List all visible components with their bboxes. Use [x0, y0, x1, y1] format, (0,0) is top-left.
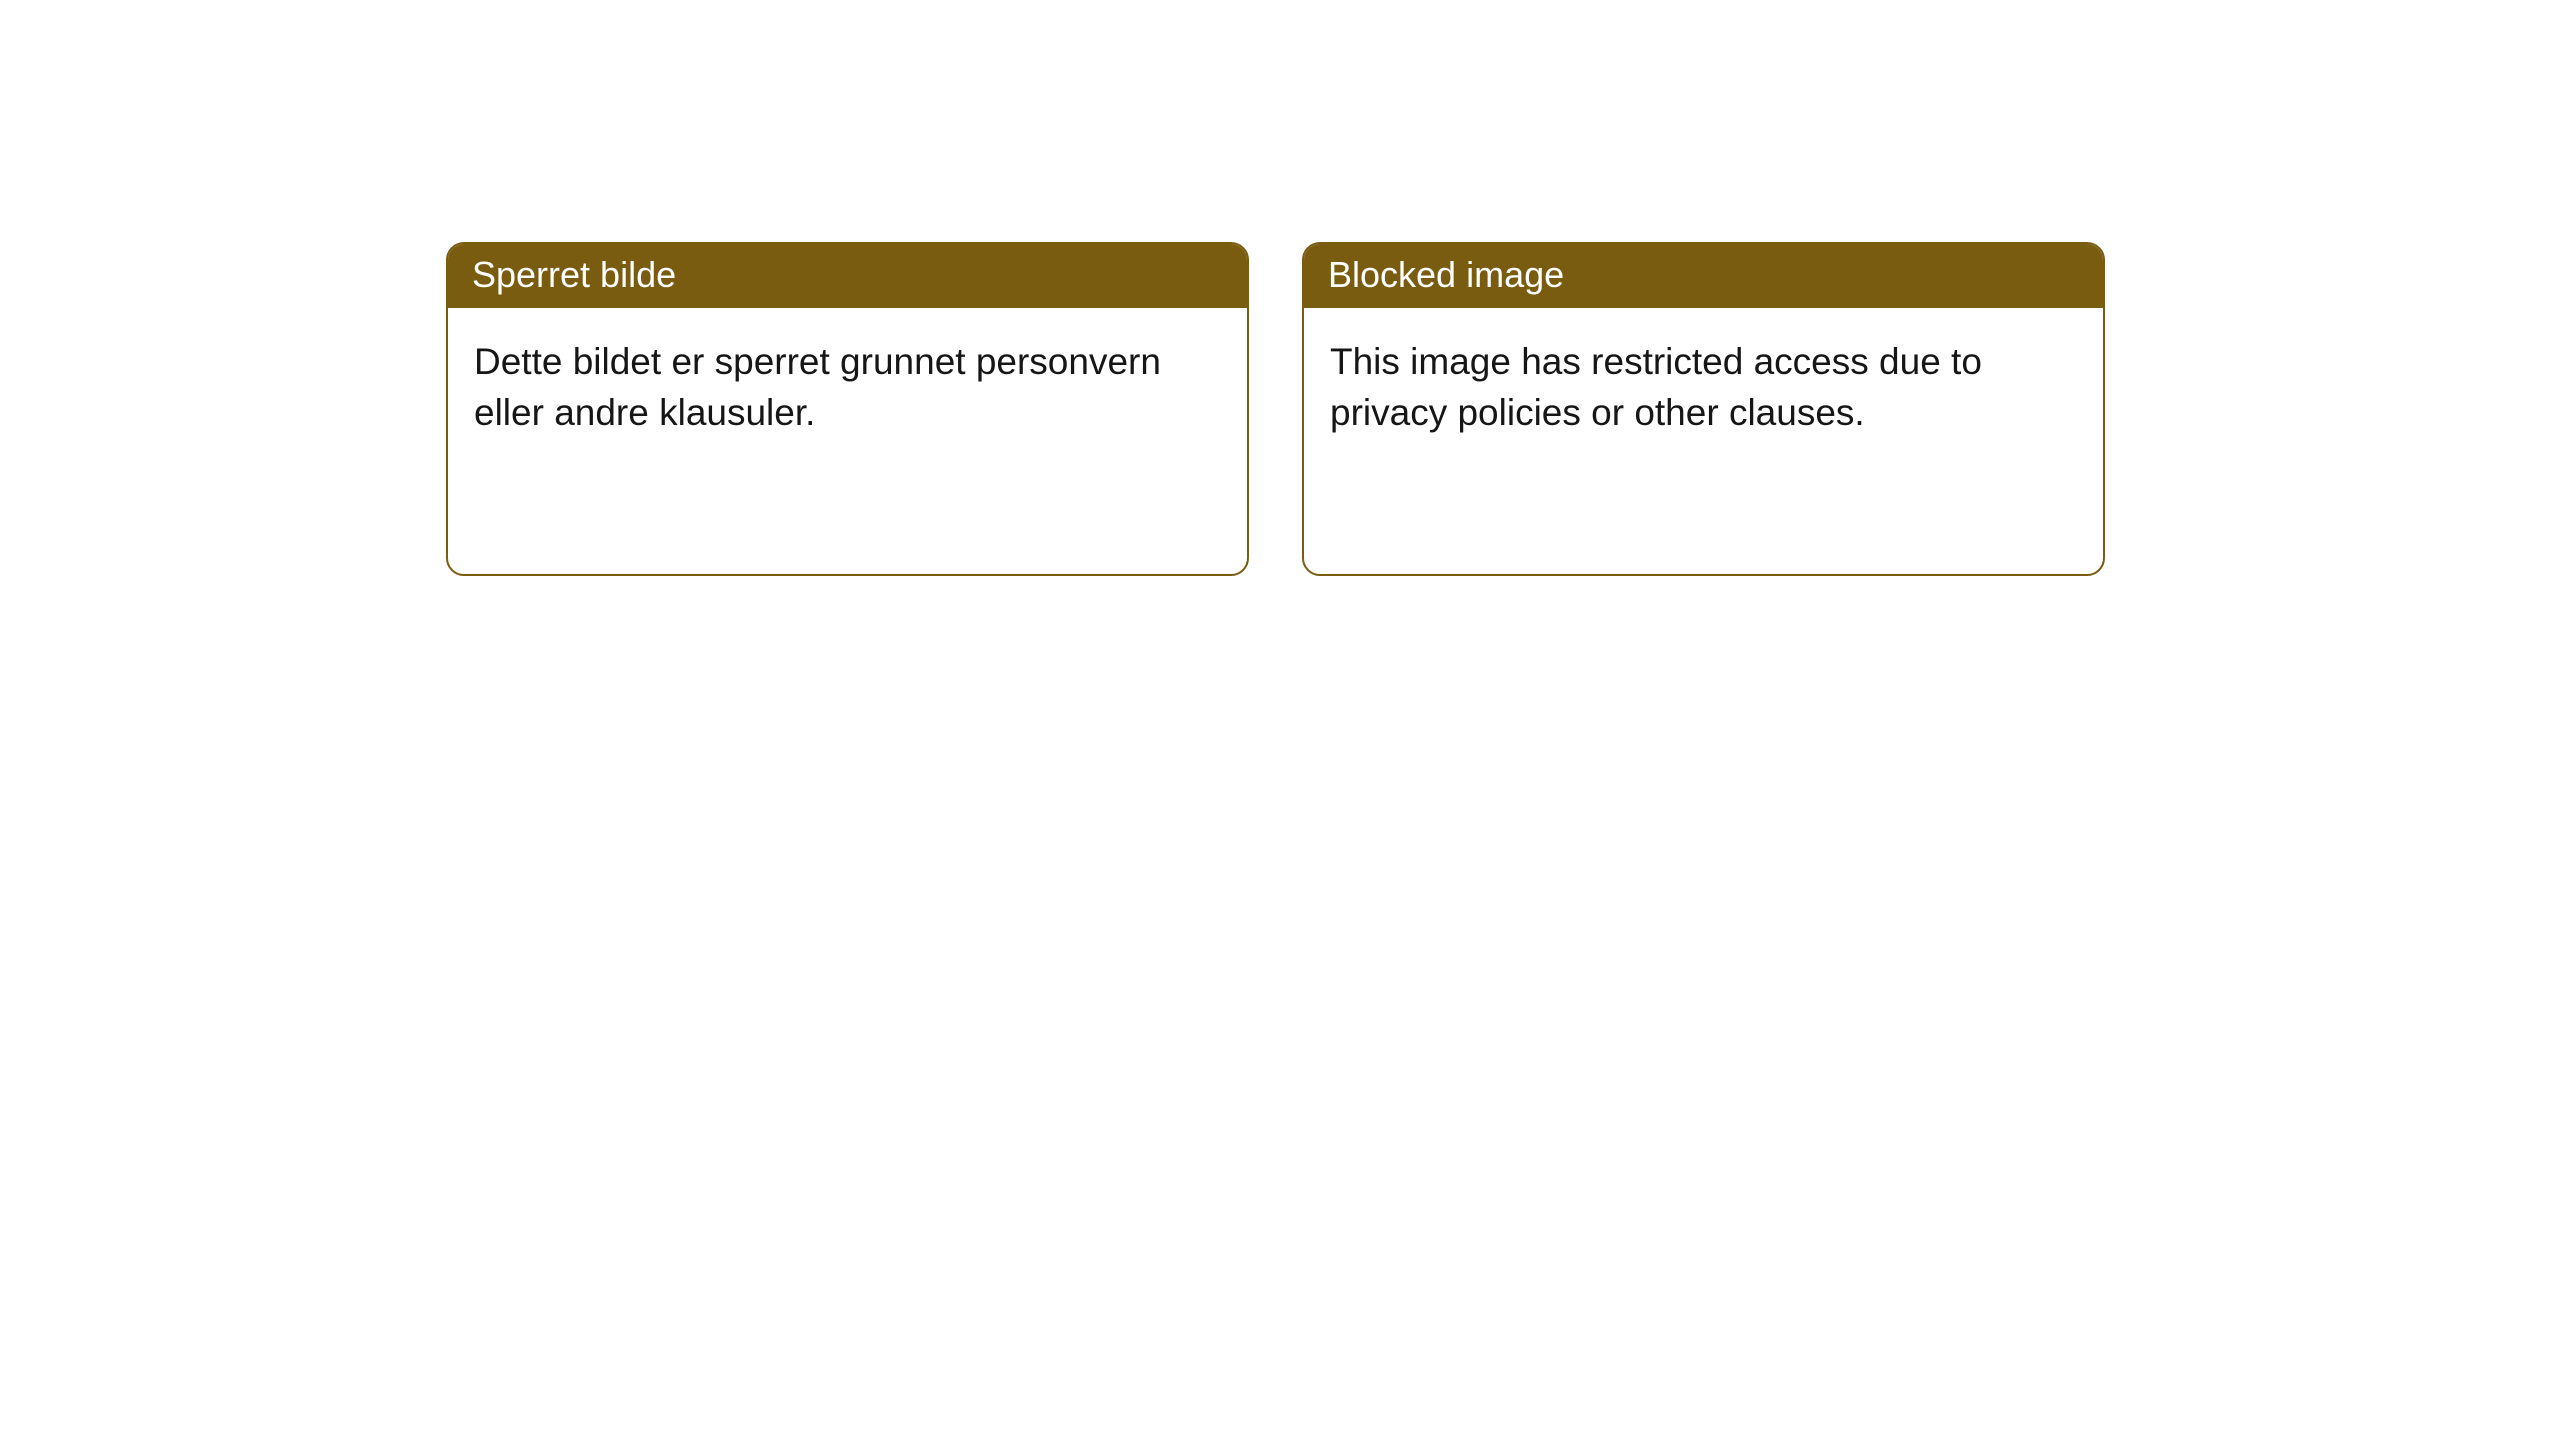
notice-header-english: Blocked image — [1304, 244, 2103, 308]
notice-container: Sperret bilde Dette bildet er sperret gr… — [446, 242, 2105, 576]
notice-card-norwegian: Sperret bilde Dette bildet er sperret gr… — [446, 242, 1249, 576]
notice-body-norwegian: Dette bildet er sperret grunnet personve… — [448, 308, 1247, 466]
notice-header-norwegian: Sperret bilde — [448, 244, 1247, 308]
notice-card-english: Blocked image This image has restricted … — [1302, 242, 2105, 576]
notice-body-english: This image has restricted access due to … — [1304, 308, 2103, 466]
